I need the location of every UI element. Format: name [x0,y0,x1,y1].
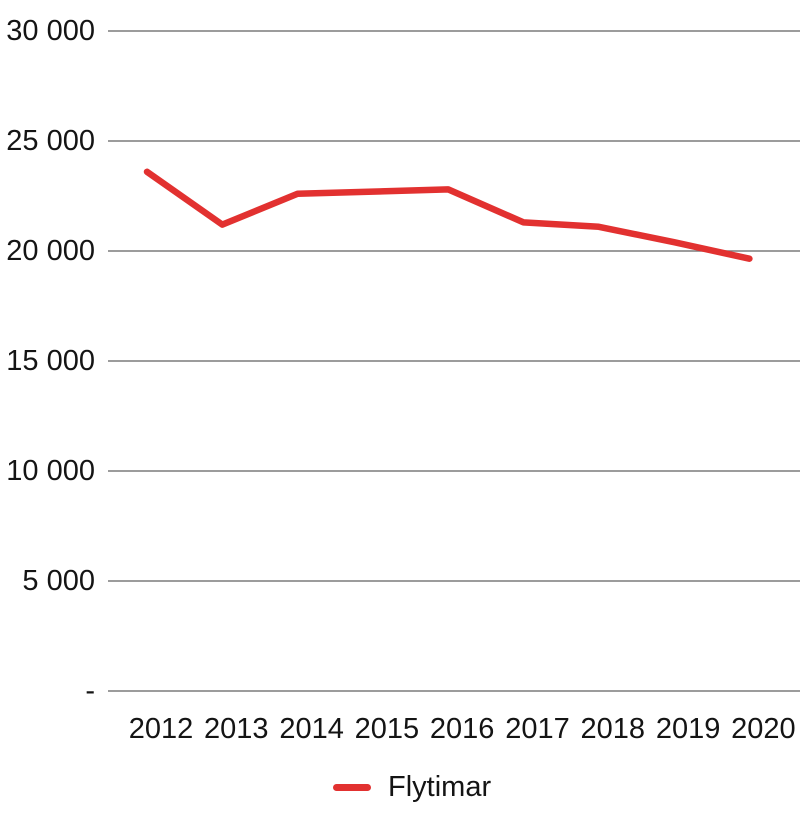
x-axis-tick-label: 2020 [731,713,796,745]
y-axis-tick-label: 5 000 [22,565,95,597]
x-axis-tick-label: 2017 [505,713,570,745]
legend-label: Flytimar [388,771,492,803]
y-axis-tick-label: 25 000 [6,125,95,157]
legend-line-swatch [333,783,371,791]
series-line-flytimar [143,168,753,262]
y-axis-tick-label: 15 000 [6,345,95,377]
y-axis-tick-label: 30 000 [6,15,95,47]
x-axis-tick-label: 2014 [279,713,344,745]
y-axis-tick-label: - [85,675,95,707]
x-axis-tick-label: 2016 [429,713,495,745]
x-axis-tick-label: 2015 [354,713,420,745]
y-axis-tick-label: 10 000 [6,455,95,487]
y-axis-tick-label: 20 000 [6,235,95,267]
x-axis-tick-label: 2013 [204,713,269,745]
legend: Flytimar [333,770,491,804]
x-axis-tick-label: 2019 [655,713,721,745]
x-axis-tick-label: 2012 [128,713,194,745]
x-axis-tick-label: 2018 [580,713,646,745]
